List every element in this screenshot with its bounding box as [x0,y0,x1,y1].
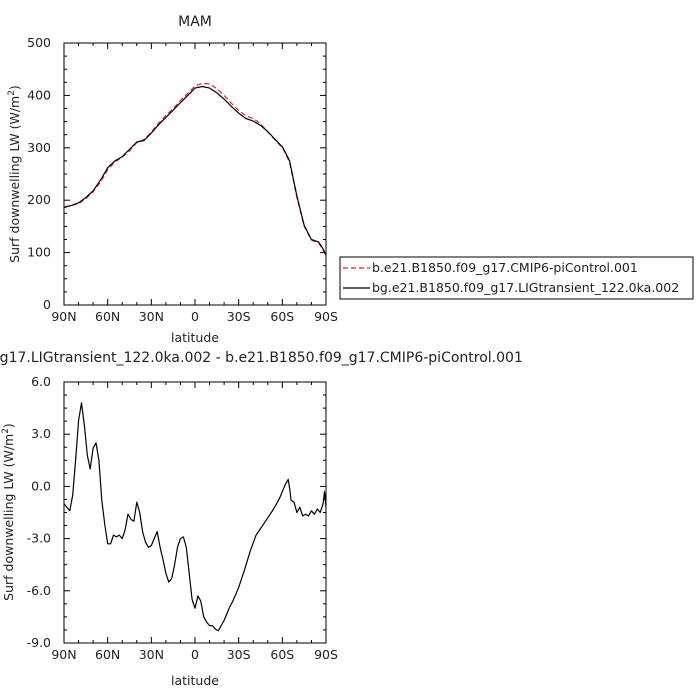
y-tick-label: 0.0 [31,478,51,493]
series-line-0-1 [63,85,327,256]
x-tick-label: 60S [270,309,294,324]
panel-bottom: bg.e21.B1850.f09_g17.LIGtransient_122.0k… [0,350,523,688]
panel-top-ylabel: Surf downwelling LW (W/m2) [7,85,22,263]
y-tick-label: 3.0 [31,426,51,441]
x-tick-label: 90S [314,309,338,324]
panel-bottom-ticks: 90N 60N 30N 0 30S 60S 90S -9.0 -6.0 -3.0 0.0 3.0 6.0 [27,374,338,662]
y-tick-label: 200 [27,192,51,207]
panel-top-ticks: 90N 60N 30N 0 30S 60S 90S 0 100 200 300 400 500 [27,35,338,324]
y-tick-label: 6.0 [31,374,51,389]
x-tick-label: 90N [51,309,76,324]
x-tick-label: 90S [314,647,338,662]
x-tick-label: 0 [191,647,199,662]
panel-bottom-title: bg.e21.B1850.f09_g17.LIGtransient_122.0k… [0,350,523,366]
y-tick-label: 500 [27,35,51,50]
panel-bottom-xlabel: latitude [171,673,219,688]
legend-label-control: b.e21.B1850.f09_g17.CMIP6-piControl.001 [372,260,638,275]
y-tick-label: 400 [27,87,51,102]
x-tick-label: 0 [191,309,199,324]
panel-top-frame [63,42,327,306]
y-tick-label: 300 [27,140,51,155]
x-tick-label: 60S [270,647,294,662]
legend: b.e21.B1850.f09_g17.CMIP6-piControl.001 … [339,256,694,300]
panel-bottom-ylabel-tail: ) [1,423,16,428]
x-tick-label: 30S [227,647,251,662]
panel-top: MAM 90N 60N 30N 0 30S 60S 90S0100200300400500 … [7,14,694,345]
panel-top-ylabel-tail: ) [7,85,22,90]
legend-label-lig: bg.e21.B1850.f09_g17.LIGtransient_122.0k… [372,280,679,295]
panel-top-title: MAM [178,14,212,30]
x-tick-label: 60N [95,309,120,324]
panel-bottom-ylabel-main: Surf downwelling LW (W/m [1,434,16,601]
panel-top-xlabel: latitude [171,330,219,345]
y-tick-label: -3.0 [27,531,51,546]
x-tick-label: 30N [139,309,164,324]
y-tick-label: -6.0 [27,583,51,598]
x-tick-label: 30N [139,647,164,662]
legend-box [339,256,694,300]
x-tick-label: 30S [227,309,251,324]
panel-top-ylabel-sup: 2 [7,90,17,96]
panel-bottom-ylabel-sup: 2 [1,428,11,434]
y-tick-label: 100 [27,245,51,260]
panel-bottom-series [63,402,327,632]
x-tick-label: 90N [51,647,76,662]
panel-top-ylabel-main: Surf downwelling LW (W/m [7,96,22,263]
x-tick-label: 60N [95,647,120,662]
panel-bottom-ylabel: Surf downwelling LW (W/m2) [1,423,16,601]
series-line-1-0 [63,402,327,632]
panel-top-series [63,82,327,257]
series-line-0-0 [63,82,327,257]
y-tick-label: -9.0 [27,635,51,650]
y-tick-label: 0 [43,297,51,312]
